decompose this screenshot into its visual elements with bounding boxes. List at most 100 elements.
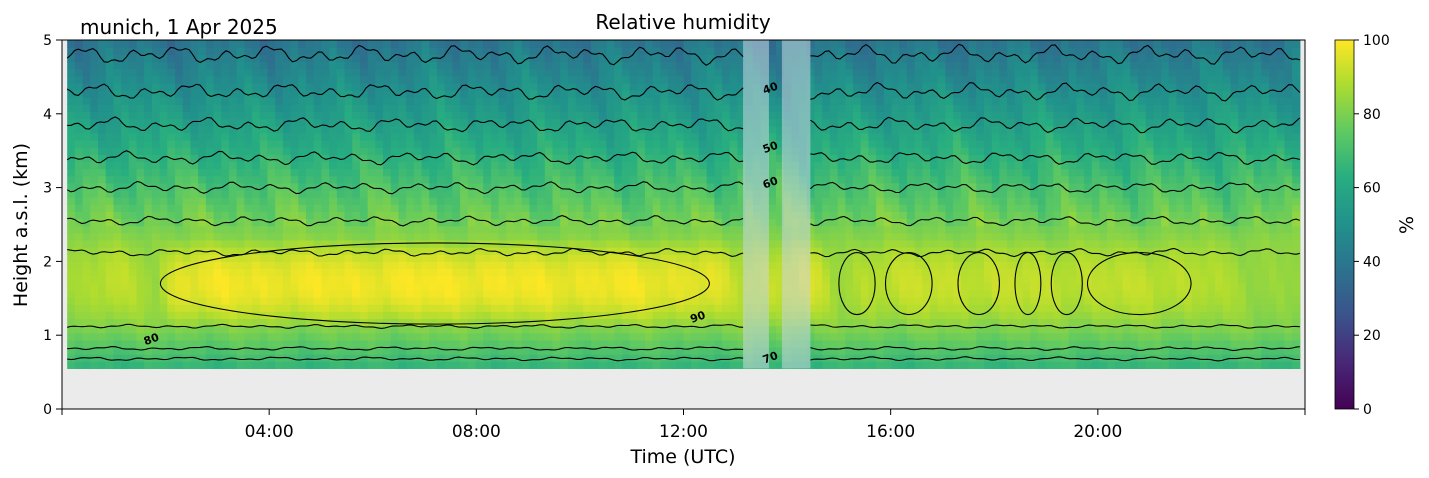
heatmap-cell [706, 311, 715, 320]
heatmap-cell [182, 204, 192, 212]
heatmap-cell [436, 346, 446, 355]
heatmap-cell [290, 325, 299, 334]
heatmap-cell [298, 311, 307, 320]
heatmap-cell [698, 225, 708, 234]
heatmap-cell [675, 54, 685, 63]
heatmap-cell [444, 204, 453, 212]
heatmap-cell [429, 204, 438, 212]
heatmap-cell [899, 261, 908, 270]
heatmap-cell [290, 204, 299, 212]
heatmap-cell [182, 304, 192, 312]
heatmap-cell [460, 68, 469, 77]
heatmap-cell [282, 82, 292, 91]
heatmap-cell [521, 154, 531, 162]
heatmap-cell [452, 275, 461, 284]
heatmap-cell [498, 132, 507, 141]
heatmap-cell [105, 68, 114, 77]
heatmap-cell [591, 197, 600, 205]
heatmap-cell [198, 268, 207, 277]
heatmap-cell [182, 61, 192, 70]
heatmap-cell [506, 304, 515, 312]
heatmap-cell [691, 268, 700, 277]
heatmap-cell [406, 168, 415, 177]
heatmap-cell [706, 232, 715, 241]
heatmap-cell [267, 154, 276, 162]
heatmap-cell [128, 40, 138, 48]
heatmap-cell [290, 232, 299, 241]
heatmap-cell [336, 268, 346, 277]
heatmap-cell [722, 61, 731, 70]
heatmap-cell [329, 204, 338, 212]
heatmap-cell [675, 132, 685, 141]
heatmap-cell [714, 297, 723, 305]
heatmap-cell [860, 218, 869, 227]
heatmap-cell [228, 282, 238, 291]
heatmap-cell [159, 168, 168, 177]
heatmap-cell [452, 282, 461, 291]
heatmap-cell [252, 282, 261, 291]
heatmap-cell [244, 40, 253, 48]
heatmap-cell [768, 361, 777, 370]
heatmap-cell [375, 232, 384, 241]
heatmap-cell [228, 304, 238, 312]
heatmap-cell [390, 318, 400, 327]
heatmap-cell [591, 275, 600, 284]
heatmap-cell [190, 275, 199, 284]
heatmap-cell [683, 275, 692, 284]
heatmap-cell [737, 254, 746, 262]
heatmap-cell [637, 239, 646, 248]
heatmap-cell [868, 268, 877, 277]
heatmap-cell [560, 54, 569, 63]
heatmap-cell [151, 125, 161, 134]
heatmap-cell [644, 339, 654, 348]
heatmap-cell [552, 304, 561, 312]
heatmap-cell [490, 68, 500, 77]
heatmap-cell [483, 175, 492, 184]
heatmap-cell [421, 189, 430, 198]
heatmap-cell [421, 61, 430, 70]
heatmap-cell [398, 275, 407, 284]
heatmap-cell [236, 89, 245, 98]
heatmap-cell [698, 311, 708, 320]
heatmap-cell [282, 118, 292, 127]
heatmap-cell [436, 68, 446, 77]
heatmap-cell [151, 354, 161, 362]
heatmap-cell [629, 97, 638, 105]
heatmap-cell [868, 154, 877, 162]
heatmap-cell [837, 47, 846, 55]
heatmap-cell [467, 89, 477, 98]
heatmap-cell [483, 82, 492, 91]
heatmap-cell [483, 346, 492, 355]
heatmap-cell [313, 239, 323, 248]
heatmap-cell [306, 147, 315, 155]
heatmap-cell [244, 247, 253, 255]
heatmap-cell [714, 97, 723, 105]
heatmap-cell [498, 61, 507, 70]
heatmap-cell [806, 261, 816, 270]
heatmap-cell [660, 61, 669, 70]
heatmap-cell [629, 118, 638, 127]
heatmap-cell [460, 111, 469, 120]
heatmap-cell [352, 89, 361, 98]
heatmap-cell [90, 346, 99, 355]
heatmap-cell [529, 247, 538, 255]
heatmap-cell [113, 225, 122, 234]
heatmap-cell [521, 268, 531, 277]
heatmap-cell [822, 139, 831, 148]
heatmap-cell [691, 132, 700, 141]
heatmap-cell [598, 204, 608, 212]
heatmap-cell [775, 189, 785, 198]
heatmap-cell [868, 197, 877, 205]
heatmap-cell [829, 97, 839, 105]
heatmap-cell [629, 346, 638, 355]
heatmap-cell [483, 289, 492, 298]
heatmap-cell [151, 297, 161, 305]
heatmap-cell [852, 125, 862, 134]
heatmap-cell [876, 118, 885, 127]
heatmap-cell [629, 204, 638, 212]
heatmap-cell [521, 147, 531, 155]
heatmap-cell [105, 282, 114, 291]
heatmap-cell [514, 97, 523, 105]
heatmap-cell [444, 211, 453, 220]
heatmap-cell [460, 325, 469, 334]
